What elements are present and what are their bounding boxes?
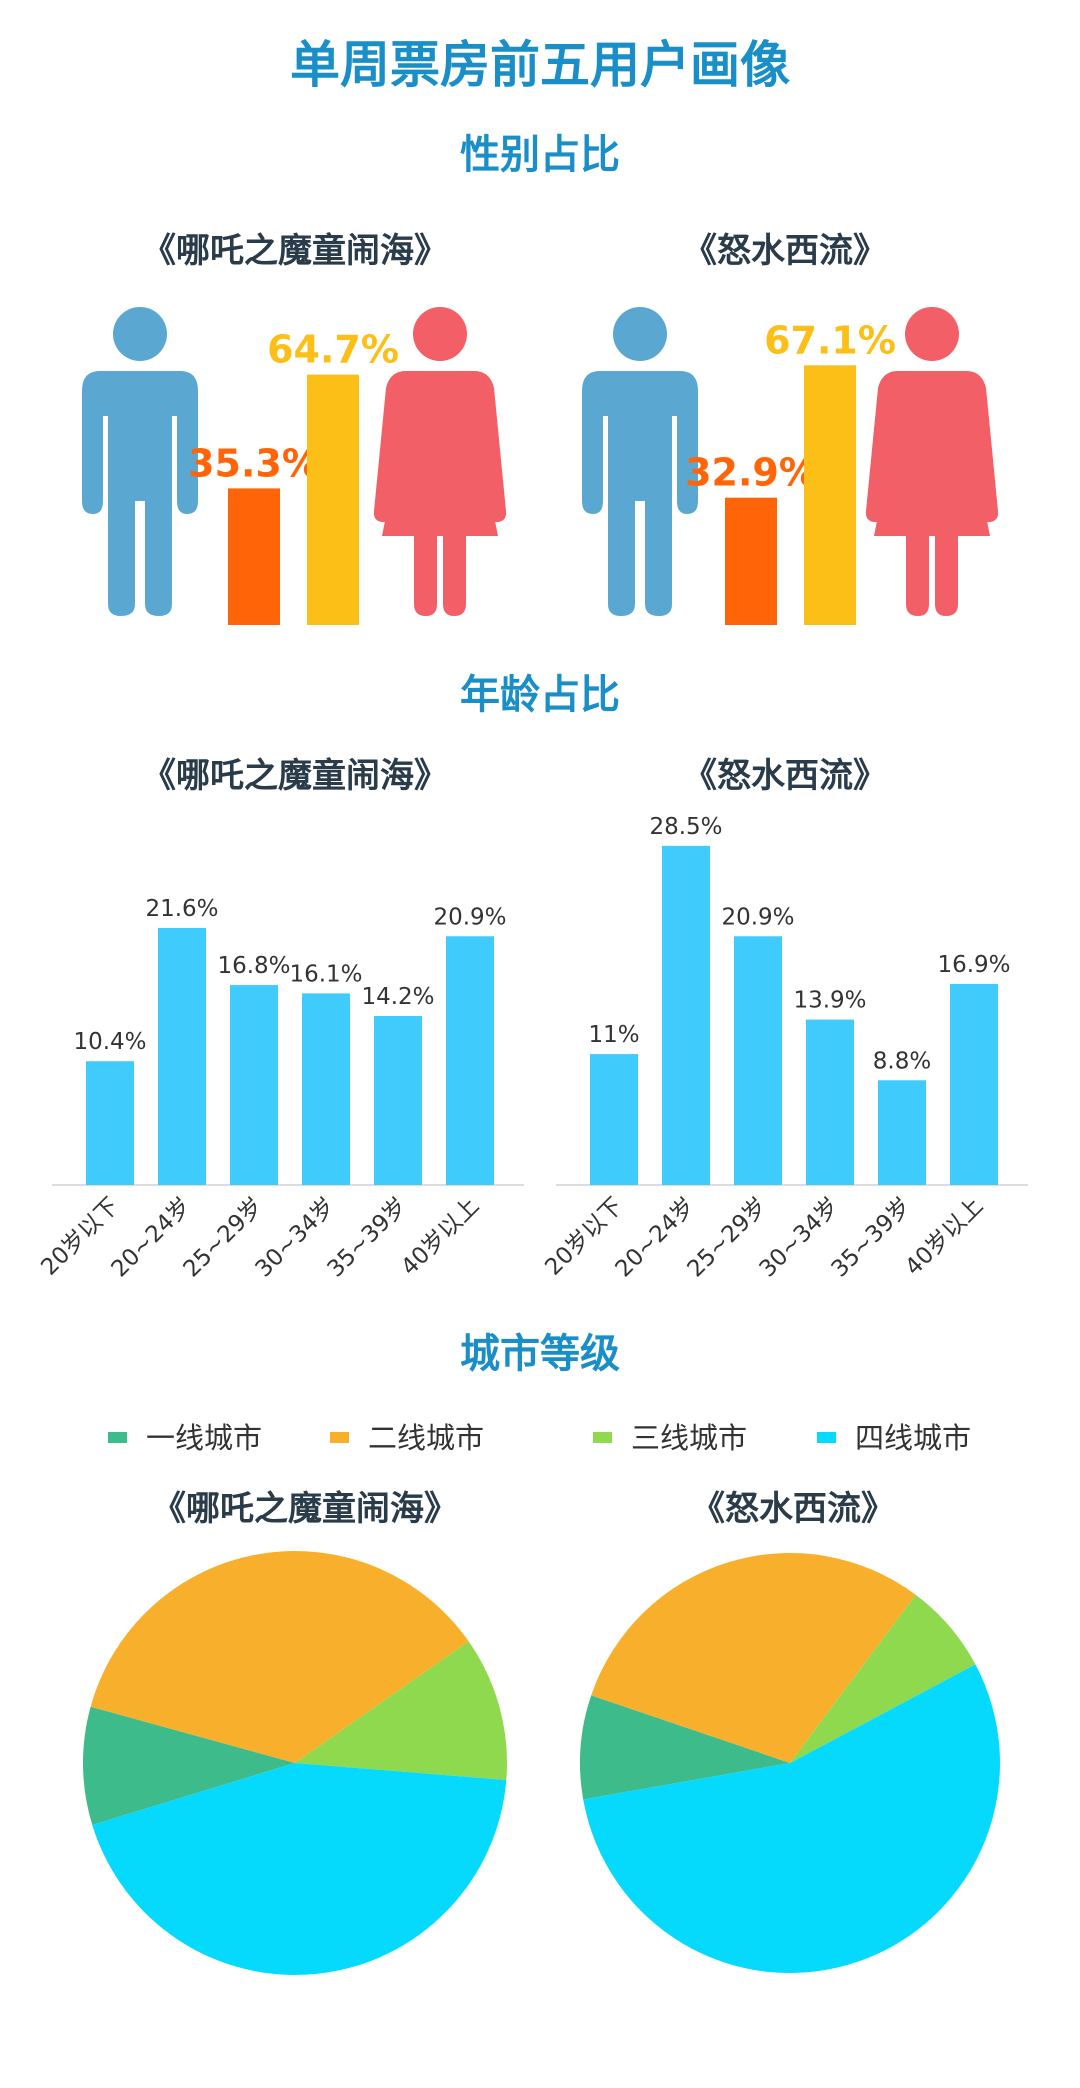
gender-value-label: 35.3%	[188, 441, 320, 485]
gender-bar-male	[228, 488, 280, 625]
legend-label: 四线城市	[855, 1421, 971, 1455]
legend-label: 二线城市	[368, 1421, 484, 1455]
gender-chart-right: 32.9% 67.1%	[685, 318, 896, 625]
pie-slice-4	[92, 1763, 507, 1975]
age-bar	[446, 936, 494, 1185]
age-left-movie-title: 《哪吒之魔童闹海》	[142, 756, 448, 796]
legend-swatch	[108, 1432, 127, 1443]
age-bar	[950, 983, 998, 1185]
pie-slice-3	[295, 1641, 508, 1781]
gender-bar-male	[725, 497, 777, 625]
section-title-gender: 性别占比	[460, 132, 620, 178]
age-bar	[302, 993, 350, 1185]
age-bar	[158, 927, 206, 1185]
age-value-label: 16.8%	[217, 953, 290, 979]
age-value-label: 11%	[588, 1022, 639, 1048]
age-chart-left: 10.4%20岁以下21.6%20~24岁16.8%25~29岁16.1%30~…	[36, 896, 524, 1283]
age-bar	[86, 1061, 134, 1185]
age-category-label: 40岁以上	[396, 1193, 484, 1281]
page-title: 单周票房前五用户画像	[290, 36, 790, 94]
age-category-label: 40岁以上	[900, 1193, 988, 1281]
male-icon	[582, 307, 698, 616]
legend-swatch	[817, 1432, 836, 1443]
section-title-city: 城市等级	[460, 1331, 620, 1377]
section-title-age: 年龄占比	[460, 672, 620, 718]
age-value-label: 16.1%	[289, 961, 362, 987]
age-value-label: 16.9%	[937, 952, 1010, 978]
gender-left-movie-title: 《哪吒之魔童闹海》	[142, 231, 448, 271]
gender-bar-female	[804, 365, 856, 625]
male-icon	[82, 307, 198, 616]
city-left-movie-title: 《哪吒之魔童闹海》	[152, 1489, 458, 1529]
legend-label: 三线城市	[631, 1421, 747, 1455]
age-value-label: 20.9%	[433, 904, 506, 930]
age-category-label: 35~39岁	[827, 1193, 917, 1283]
age-bar	[734, 936, 782, 1185]
pie-slice-1	[82, 1706, 295, 1825]
age-value-label: 10.4%	[73, 1029, 146, 1055]
age-bar	[230, 985, 278, 1185]
pie-slice-2	[591, 1553, 916, 1763]
gender-chart-left: 35.3% 64.7%	[188, 328, 399, 625]
age-value-label: 21.6%	[145, 896, 218, 922]
pie-slice-3	[790, 1594, 976, 1763]
pie-slice-2	[90, 1551, 469, 1763]
age-bar	[806, 1019, 854, 1185]
age-right-movie-title: 《怒水西流》	[683, 756, 887, 796]
age-bar	[590, 1054, 638, 1185]
city-tier-legend: 一线城市 二线城市 三线城市 四线城市	[108, 1421, 971, 1455]
age-value-label: 13.9%	[793, 988, 866, 1014]
age-category-label: 35~39岁	[323, 1193, 413, 1283]
legend-swatch	[330, 1432, 349, 1443]
pie-slice-1	[580, 1695, 790, 1800]
gender-right-movie-title: 《怒水西流》	[683, 231, 887, 271]
gender-value-label: 67.1%	[764, 318, 896, 362]
gender-value-label: 32.9%	[685, 451, 817, 495]
city-right-movie-title: 《怒水西流》	[691, 1489, 895, 1529]
age-bar	[878, 1080, 926, 1185]
age-value-label: 8.8%	[873, 1048, 931, 1074]
age-value-label: 28.5%	[649, 814, 722, 840]
age-value-label: 20.9%	[721, 904, 794, 930]
legend-swatch	[593, 1432, 612, 1443]
legend-label: 一线城市	[146, 1421, 262, 1455]
pie-slice-4	[583, 1664, 1000, 1973]
city-pie-left	[82, 1551, 508, 1975]
gender-value-label: 64.7%	[267, 328, 399, 372]
age-bar	[374, 1016, 422, 1185]
age-bar	[662, 845, 710, 1185]
gender-bar-female	[307, 374, 359, 625]
age-value-label: 14.2%	[361, 984, 434, 1010]
city-pie-right	[580, 1553, 1000, 1973]
age-chart-right: 11%20岁以下28.5%20~24岁20.9%25~29岁13.9%30~34…	[540, 814, 1028, 1283]
